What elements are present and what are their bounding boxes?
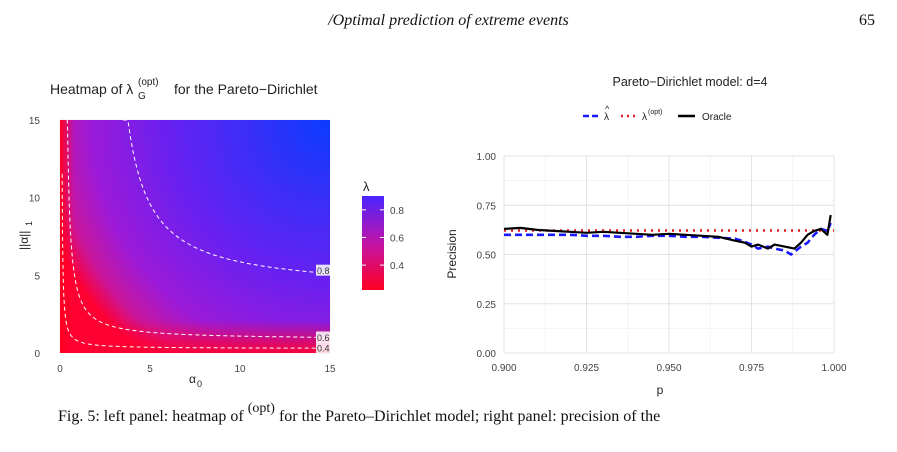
legend-oracle: Oracle	[702, 112, 732, 123]
line-x-tick-label: 0.900	[491, 363, 516, 374]
legend-lambda-hat-accent: ^	[605, 104, 610, 114]
heatmap-x-tick-label: 5	[147, 364, 153, 375]
line-x-tick-label: 0.925	[574, 363, 599, 374]
heatmap-title-sub: G	[138, 91, 146, 102]
heatmap-contour-label-bg	[316, 331, 331, 343]
heatmap-title-sup: (opt)	[138, 77, 159, 88]
heatmap-title-suffix: for the Pareto−Dirichlet	[174, 81, 318, 97]
heatmap-x-label: α	[189, 372, 196, 386]
line-y-tick-label: 0.00	[477, 349, 497, 360]
caption-sup: (opt)	[247, 401, 275, 416]
line-y-tick-label: 1.00	[477, 152, 497, 163]
heatmap-y-label: ||α||	[17, 231, 31, 250]
heatmap-contour-label: 0.4	[317, 344, 330, 354]
heatmap-figure: Heatmap of λ G (opt) for the Pareto−Diri…	[17, 77, 404, 389]
line-series	[503, 214, 834, 256]
heatmap-contour-label: 0.8	[317, 266, 330, 276]
caption-right: for the Pareto–Dirichlet model; right pa…	[278, 408, 661, 425]
legend-ticks: 0.8 0.6 0.4	[362, 206, 404, 272]
heatmap-y-tick-label: 15	[29, 116, 41, 127]
heatmap-title-prefix: Heatmap of λ	[50, 81, 133, 97]
heatmap-y-tick-label: 5	[34, 271, 40, 282]
series-line-dashed	[504, 222, 832, 256]
line-legend: λ ^ λ (opt) Oracle	[583, 104, 732, 123]
line-y-tick-label: 0.75	[477, 201, 497, 212]
heatmap-ticks: 0 5 10 15 0 5 10 15	[29, 116, 336, 375]
heatmap-contour-label-bg	[316, 264, 331, 276]
heatmap-x-tick-label: 10	[234, 364, 246, 375]
heatmap-contour-line	[123, 119, 331, 274]
heatmap-x-tick-label: 15	[324, 364, 336, 375]
heatmap-y-tick-label: 10	[29, 194, 41, 205]
line-chart-title: Pareto−Dirichlet model: d=4	[613, 75, 768, 89]
heatmap-contour-line	[61, 173, 330, 349]
line-ticks: 0.900 0.925 0.950 0.975 1.000 0.00 0.25 0.50 0.7…	[477, 152, 847, 374]
heatmap-x-label-sub: 0	[197, 379, 202, 389]
legend-colorbar	[362, 196, 384, 290]
caption-left: Fig. 5: left panel: heatmap of	[58, 408, 244, 425]
heatmap-field	[60, 120, 330, 353]
caption-fragment: Fig. 5: left panel: heatmap of (opt) for…	[58, 401, 661, 426]
heatmap-x-tick-label: 0	[57, 364, 63, 375]
line-x-label: p	[657, 383, 664, 397]
line-y-tick-label: 0.50	[477, 251, 497, 262]
heatmap-contour-label: 0.6	[317, 333, 330, 343]
heatmap-y-tick-label: 0	[34, 349, 40, 360]
heatmap-contour-line	[66, 119, 331, 338]
legend-lambda-hat: λ	[604, 112, 609, 123]
legend-tick-label: 0.6	[390, 233, 404, 244]
precision-line-figure: Pareto−Dirichlet model: d=4 λ ^ λ (opt) …	[445, 75, 847, 397]
heatmap-y-label-sub: 1	[24, 221, 34, 226]
legend-lambda-opt-sup: (opt)	[648, 109, 662, 116]
line-x-tick-label: 0.950	[656, 363, 681, 374]
line-x-tick-label: 0.975	[739, 363, 764, 374]
legend-tick-label: 0.4	[390, 261, 404, 272]
line-y-tick-label: 0.25	[477, 300, 497, 311]
line-y-label: Precision	[445, 229, 459, 278]
legend-title: λ	[363, 179, 370, 194]
heatmap-contours: 0.8 0.60.4	[61, 119, 331, 354]
series-line-solid	[503, 214, 832, 250]
page-number: 65	[859, 12, 875, 29]
legend-tick-label: 0.8	[390, 206, 404, 217]
line-x-tick-label: 1.000	[821, 363, 846, 374]
legend-lambda-opt: λ	[642, 112, 647, 123]
line-gridlines	[503, 155, 835, 354]
heatmap-contour-label-bg	[316, 342, 331, 354]
running-title: /Optimal prediction of extreme events	[328, 12, 569, 29]
